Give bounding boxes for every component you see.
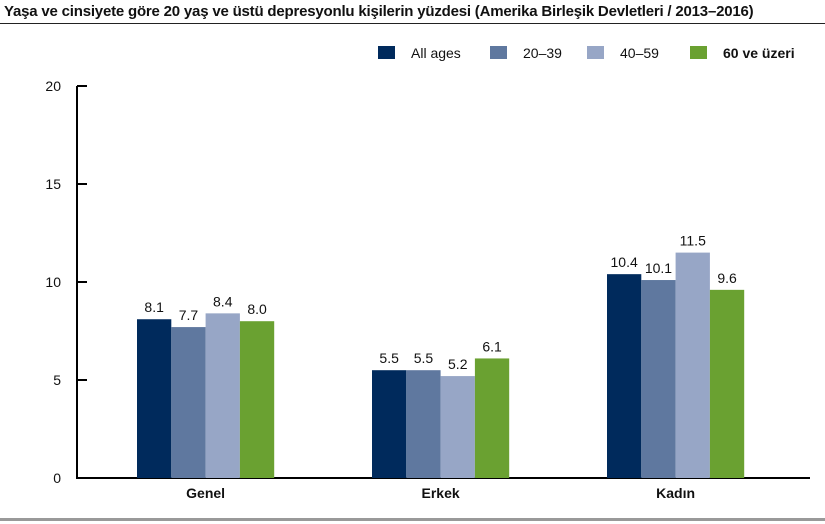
y-tick-label: 15 [45,176,61,192]
y-tick-label: 5 [53,372,61,388]
bar [440,376,475,478]
bar [709,289,745,478]
data-label: 8.1 [144,299,164,315]
category-label: Kadın [656,485,695,501]
bottom-rule [0,518,825,521]
legend-label: 60 ve üzeri [723,45,795,61]
legend-swatch [490,46,507,59]
data-label: 8.4 [213,293,233,309]
bar [171,327,206,478]
bar [239,321,275,478]
bar [205,313,240,478]
y-tick-label: 0 [53,470,61,486]
bar [607,274,642,478]
legend-label: 20–39 [523,45,562,61]
y-tick-label: 10 [45,274,61,290]
bar [641,280,676,478]
bar [137,319,172,478]
bar [474,358,510,478]
data-label: 6.1 [482,338,502,354]
data-label: 5.5 [414,350,434,366]
chart-title: Yaşa ve cinsiyete göre 20 yaş ve üstü de… [4,3,754,20]
legend-label: 40–59 [620,45,659,61]
legend-swatch [690,46,707,59]
bar [675,252,710,478]
data-label: 10.1 [645,260,672,276]
data-label: 11.5 [680,233,706,249]
bar [406,370,441,478]
legend-swatch [378,46,395,59]
title-rule [0,23,825,24]
data-label: 8.0 [247,301,267,317]
data-label: 9.6 [717,270,737,286]
data-label: 10.4 [611,254,638,270]
bar [372,370,407,478]
data-label: 5.2 [448,356,468,372]
data-label: 5.5 [379,350,399,366]
category-label: Erkek [422,485,460,501]
legend-label: All ages [411,45,461,61]
y-tick-label: 20 [45,78,61,94]
data-label: 7.7 [179,307,199,323]
category-label: Genel [186,485,225,501]
legend-swatch [587,46,604,59]
